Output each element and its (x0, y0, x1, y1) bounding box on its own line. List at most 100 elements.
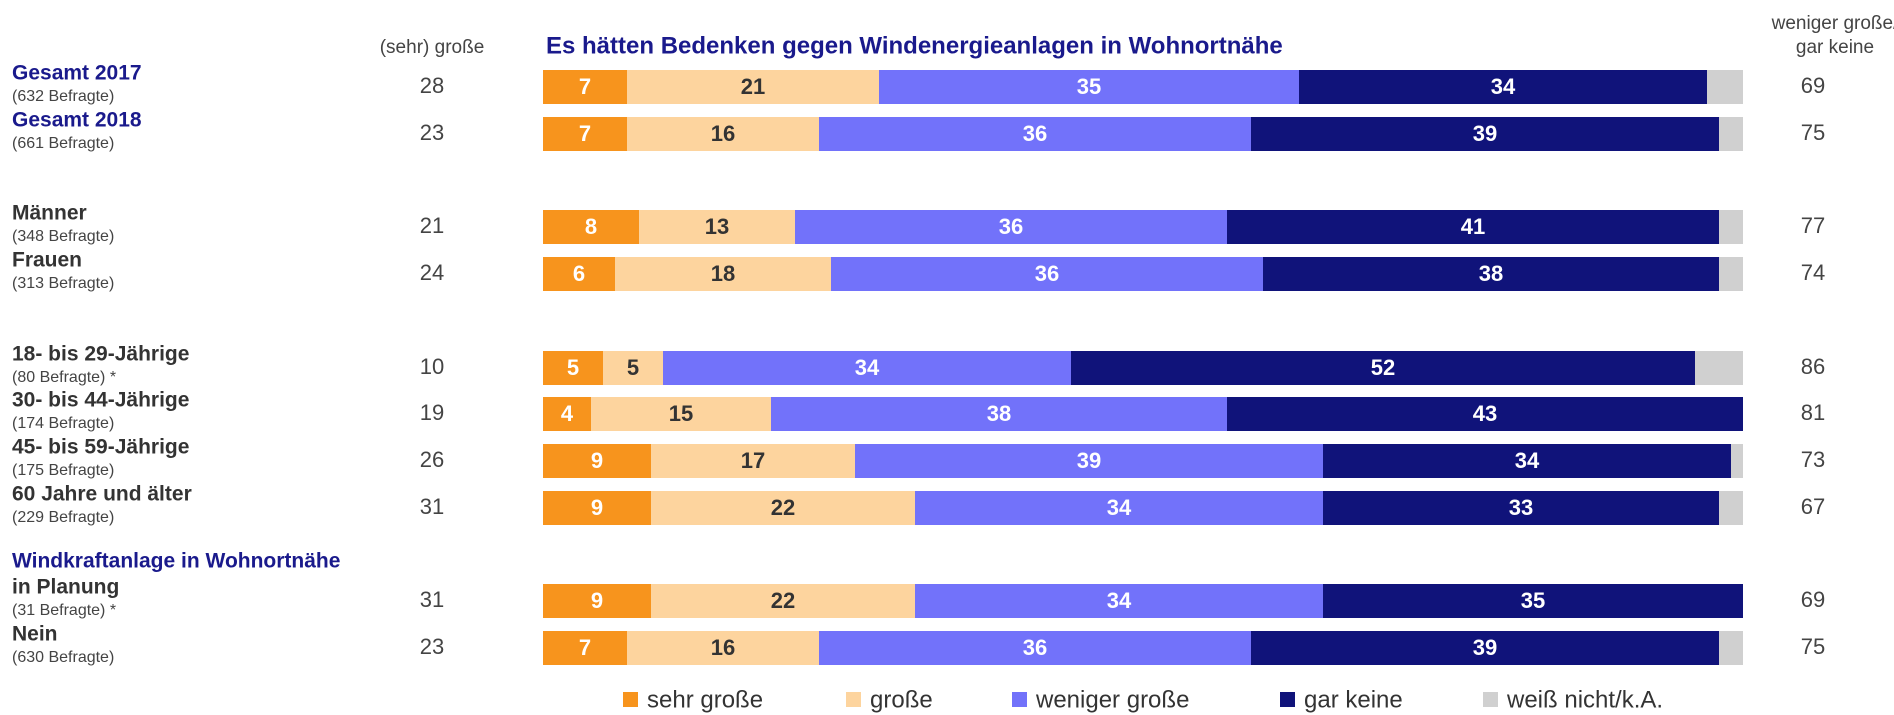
bar-segment (591, 397, 771, 431)
right-total: 75 (1801, 634, 1825, 659)
bar-segment (1719, 210, 1743, 244)
value-label: 21 (741, 74, 765, 99)
value-label: 4 (561, 401, 574, 426)
bar-segment (831, 257, 1263, 291)
bar-segment (615, 257, 831, 291)
category-label: Frauen (12, 249, 82, 272)
bar-segment (1719, 257, 1743, 291)
bar-segment (639, 210, 795, 244)
value-label: 22 (771, 495, 795, 520)
bar-segment (1719, 631, 1743, 665)
value-label: 15 (669, 401, 693, 426)
legend-marker (1483, 692, 1498, 707)
category-label: 60 Jahre und älter (12, 483, 192, 506)
category-label: 45- bis 59-Jährige (12, 436, 189, 459)
value-label: 33 (1509, 495, 1533, 520)
bar-segment (915, 584, 1323, 618)
bar-segment (1251, 117, 1719, 151)
value-label: 17 (741, 448, 765, 473)
value-label: 34 (1515, 448, 1540, 473)
bar-segment (1707, 70, 1743, 104)
legend-label: weniger große (1035, 686, 1189, 713)
right-total: 81 (1801, 400, 1825, 425)
left-total: 19 (420, 400, 444, 425)
group-title: Windkraftanlage in Wohnortnähe (12, 550, 340, 573)
value-label: 7 (579, 635, 591, 660)
category-sublabel: (229 Befragte) (12, 509, 114, 526)
bar-segment (771, 397, 1227, 431)
value-label: 39 (1473, 121, 1497, 146)
left-total: 24 (420, 260, 444, 285)
legend-marker (1280, 692, 1295, 707)
bar-segment (603, 351, 663, 385)
bar-segment (543, 117, 627, 151)
value-label: 35 (1521, 588, 1545, 613)
left-total: 31 (420, 494, 444, 519)
right-total: 74 (1801, 260, 1825, 285)
bar-segment (627, 631, 819, 665)
left-total: 31 (420, 587, 444, 612)
bar-segment (543, 584, 651, 618)
value-label: 6 (573, 261, 585, 286)
value-label: 34 (1491, 74, 1516, 99)
bar-segment (915, 491, 1323, 525)
bar-segment (543, 257, 615, 291)
value-label: 5 (567, 355, 579, 380)
legend-marker (846, 692, 861, 707)
value-label: 34 (1107, 495, 1132, 520)
bar-segment (543, 351, 603, 385)
left-total: 23 (420, 634, 444, 659)
bar-segment (543, 491, 651, 525)
category-sublabel: (630 Befragte) (12, 649, 114, 666)
legend-label: gar keine (1304, 686, 1403, 713)
legend-label: sehr große (647, 686, 763, 713)
value-label: 34 (1107, 588, 1132, 613)
category-sublabel: (348 Befragte) (12, 228, 114, 245)
value-label: 36 (1035, 261, 1059, 286)
bar-segment (1695, 351, 1743, 385)
value-label: 22 (771, 588, 795, 613)
value-label: 16 (711, 121, 735, 146)
category-sublabel: (661 Befragte) (12, 135, 114, 152)
bar-segment (543, 210, 639, 244)
bar-segment (543, 397, 591, 431)
value-label: 38 (1479, 261, 1503, 286)
value-label: 39 (1077, 448, 1101, 473)
category-label: in Planung (12, 576, 119, 599)
bar-segment (627, 70, 879, 104)
bar-segment (879, 70, 1299, 104)
value-label: 36 (1023, 121, 1047, 146)
value-label: 43 (1473, 401, 1497, 426)
bar-segment (1071, 351, 1695, 385)
category-sublabel: (174 Befragte) (12, 415, 114, 432)
left-total: 21 (420, 213, 444, 238)
category-label: 18- bis 29-Jährige (12, 343, 189, 366)
left-total: 26 (420, 447, 444, 472)
bar-segment (651, 584, 915, 618)
value-label: 13 (705, 214, 729, 239)
value-label: 8 (585, 214, 597, 239)
bar-segment (855, 444, 1323, 478)
category-label: Nein (12, 623, 58, 646)
bar-segment (651, 491, 915, 525)
bar-segment (1227, 397, 1743, 431)
value-label: 9 (591, 448, 603, 473)
legend-marker (623, 692, 638, 707)
value-label: 39 (1473, 635, 1497, 660)
category-label: Männer (12, 202, 87, 225)
category-sublabel: (31 Befragte) * (12, 602, 116, 619)
bar-segment (651, 444, 855, 478)
bar-segment (1731, 444, 1743, 478)
left-total: 28 (420, 73, 444, 98)
category-sublabel: (80 Befragte) * (12, 369, 116, 386)
left-header: (sehr) große (380, 37, 485, 58)
value-label: 7 (579, 74, 591, 99)
value-label: 34 (855, 355, 880, 380)
right-total: 75 (1801, 120, 1825, 145)
value-label: 41 (1461, 214, 1485, 239)
right-total: 69 (1801, 587, 1825, 612)
legend-label: weiß nicht/k.A. (1506, 686, 1663, 713)
bar-segment (795, 210, 1227, 244)
value-label: 5 (627, 355, 639, 380)
